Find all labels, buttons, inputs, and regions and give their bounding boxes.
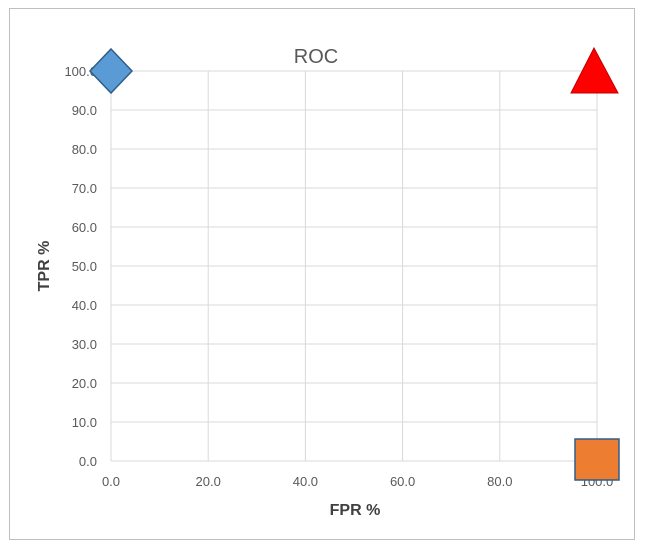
chart-frame [9, 8, 635, 540]
x-tick-label: 80.0 [487, 474, 512, 489]
point-triangle [570, 46, 619, 94]
x-tick-label: 60.0 [390, 474, 415, 489]
y-tick-label: 30.0 [72, 337, 97, 352]
chart-title: ROC [294, 46, 338, 68]
y-tick-label: 0.0 [79, 454, 97, 469]
y-tick-label: 100.0 [64, 64, 97, 79]
x-axis-title: FPR % [330, 502, 381, 519]
y-tick-label: 60.0 [72, 220, 97, 235]
x-tick-label: 40.0 [293, 474, 318, 489]
y-tick-label: 70.0 [72, 181, 97, 196]
point-square [574, 438, 620, 481]
data-points [88, 46, 620, 481]
y-tick-label: 10.0 [72, 415, 97, 430]
x-tick-label: 0.0 [102, 474, 120, 489]
y-tick-labels: 0.0 10.0 20.0 30.0 40.0 50.0 60.0 70.0 80.0 90.0 1… [64, 64, 97, 469]
y-tick-label: 80.0 [72, 142, 97, 157]
gridlines [110, 70, 598, 462]
y-tick-label: 20.0 [72, 376, 97, 391]
point-diamond [88, 47, 134, 95]
x-tick-label: 20.0 [196, 474, 221, 489]
y-tick-label: 90.0 [72, 103, 97, 118]
y-axis-title: TPR % [36, 241, 53, 292]
x-tick-labels: 0.0 20.0 40.0 60.0 80.0 100.0 [102, 474, 613, 489]
y-tick-label: 50.0 [72, 259, 97, 274]
y-tick-label: 40.0 [72, 298, 97, 313]
